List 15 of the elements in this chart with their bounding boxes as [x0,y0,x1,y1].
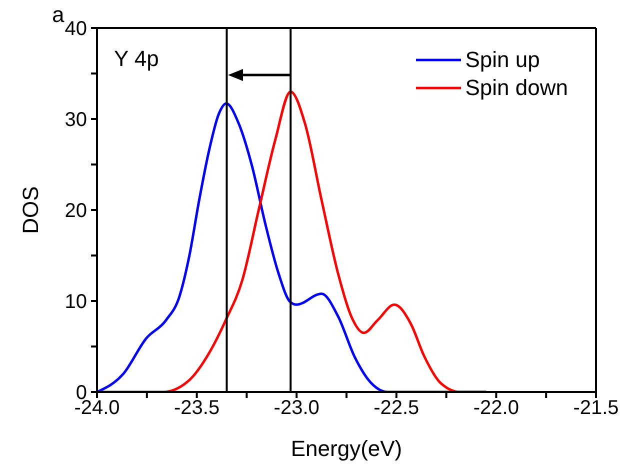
legend-label: Spin down [465,74,568,102]
y-axis-title: DOS [18,186,43,234]
y-tick-label: 10 [64,291,87,313]
y-tick-label: 30 [64,109,87,131]
x-axis-title: Energy(eV) [290,436,402,461]
x-tick-label: -21.5 [573,397,619,420]
x-tick-label: -22.5 [374,397,420,420]
x-tick-label: -23.0 [274,397,320,420]
annotation: Y 4p [114,46,159,72]
y-tick-label: 20 [64,200,87,222]
x-tick-label: -23.5 [174,397,220,420]
legend-label: Spin up [465,46,540,74]
x-tick-label: -22.0 [473,397,519,420]
text: a [52,2,64,27]
y-tick-label: 40 [64,18,87,40]
